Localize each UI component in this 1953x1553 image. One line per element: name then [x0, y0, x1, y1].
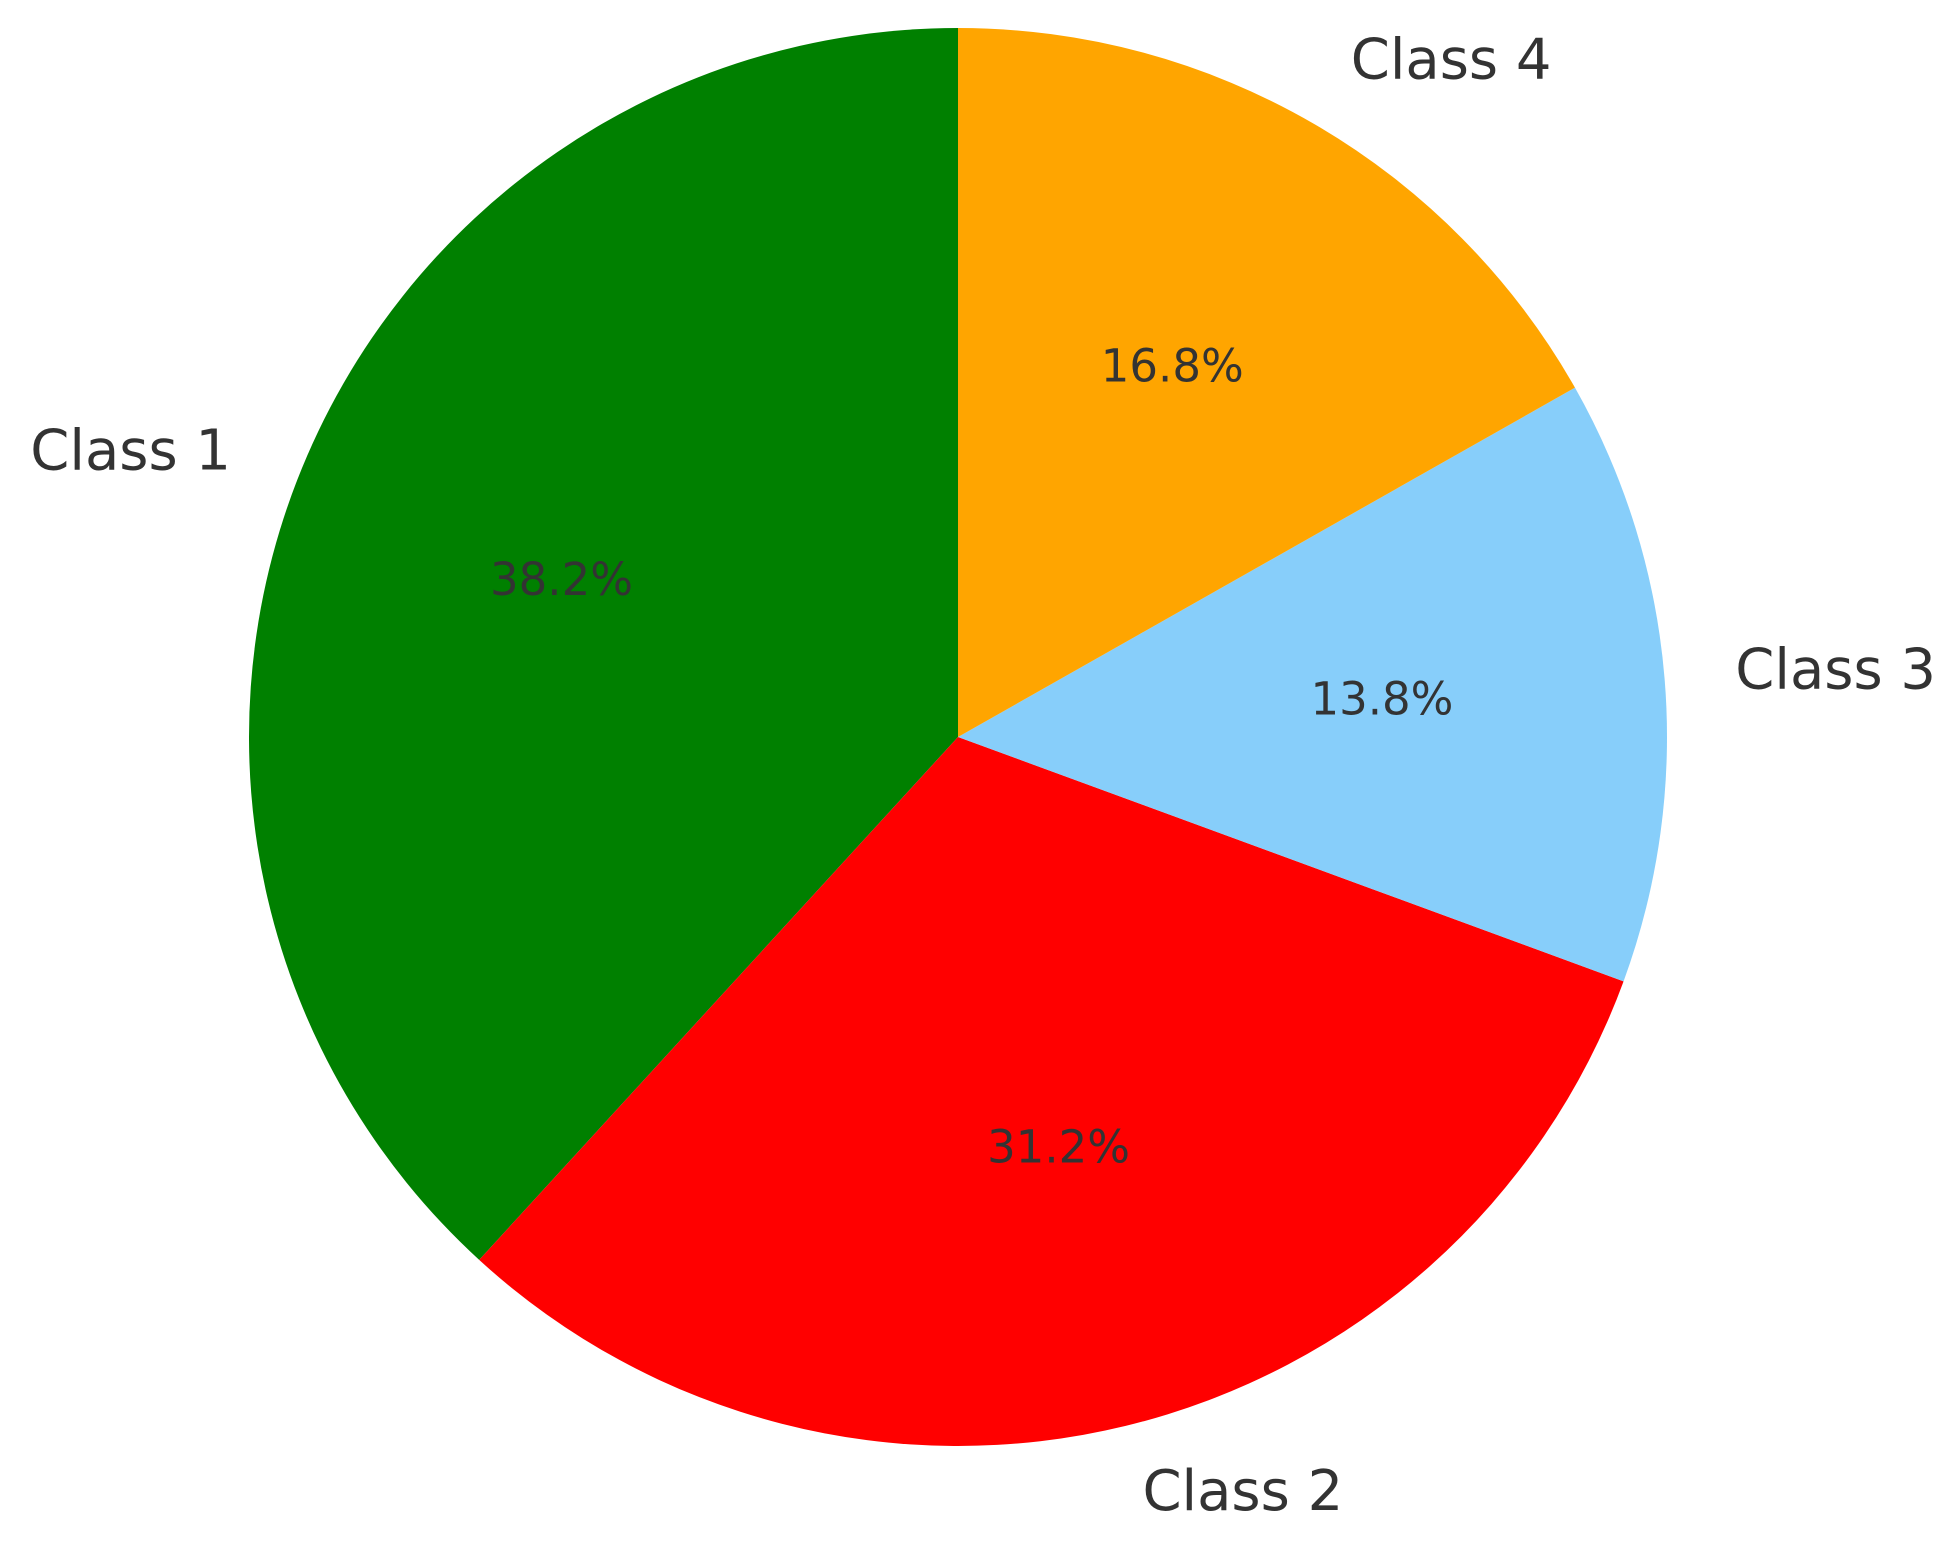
- pie-slice: [958, 28, 1575, 737]
- percent-label: 31.2%: [987, 1120, 1130, 1173]
- pie-slice: [958, 387, 1667, 982]
- slice-label: Class 2: [1142, 1459, 1343, 1524]
- pie-slice: [248, 28, 958, 1260]
- pie-slice: [479, 737, 1624, 1446]
- percent-label: 13.8%: [1310, 672, 1453, 725]
- slice-label: Class 4: [1351, 27, 1552, 92]
- slice-label: Class 1: [30, 419, 231, 484]
- percent-label: 16.8%: [1101, 339, 1244, 392]
- slice-label: Class 3: [1735, 638, 1936, 703]
- percent-label: 38.2%: [490, 553, 633, 606]
